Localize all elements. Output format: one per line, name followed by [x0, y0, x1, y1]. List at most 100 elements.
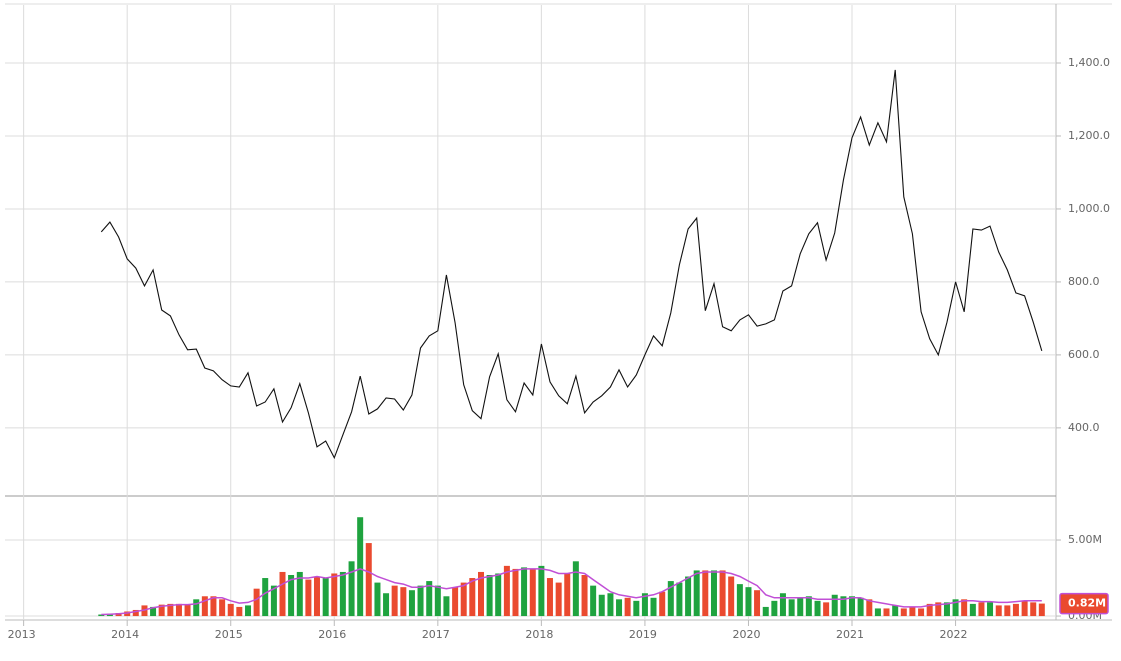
volume-bar	[426, 581, 433, 617]
volume-bar	[918, 608, 925, 617]
volume-bar	[874, 608, 881, 617]
volume-bar	[788, 599, 795, 617]
x-tick-label: 2018	[525, 628, 553, 641]
volume-bar	[978, 602, 985, 617]
volume-bar	[219, 599, 226, 617]
volume-bar	[529, 568, 536, 617]
volume-bar	[521, 567, 528, 617]
volume-bar	[676, 582, 683, 617]
volume-bar	[210, 596, 217, 617]
volume-bar	[538, 565, 545, 617]
volume-bar	[926, 603, 933, 617]
volume-bar	[805, 596, 812, 617]
y-tick-label: 1,400.0	[1068, 56, 1110, 69]
volume-bar	[365, 543, 372, 617]
y-tick-label: 800.0	[1068, 275, 1100, 288]
volume-bar	[849, 596, 856, 617]
volume-bar	[641, 593, 648, 617]
volume-bar	[685, 576, 692, 617]
x-tick-label: 2021	[836, 628, 864, 641]
volume-bar	[900, 608, 907, 617]
volume-bar	[245, 605, 252, 617]
volume-bar	[1021, 600, 1028, 617]
volume-bar	[546, 578, 553, 617]
volume-bar	[227, 603, 234, 617]
volume-bar	[659, 591, 666, 617]
volume-bar	[305, 579, 312, 617]
volume-bar	[495, 573, 502, 617]
volume-bar	[909, 606, 916, 617]
volume-bar	[193, 599, 200, 617]
volume-bar	[710, 570, 717, 617]
volume-bar	[175, 603, 182, 617]
x-tick-label: 2020	[732, 628, 760, 641]
volume-bar	[736, 584, 743, 617]
volume-bar	[719, 570, 726, 617]
volume-bar	[892, 605, 899, 617]
volume-bar	[270, 585, 277, 617]
volume-bar	[840, 596, 847, 617]
volume-bar	[857, 597, 864, 617]
volume-bar	[478, 571, 485, 617]
volume-bar	[460, 582, 467, 617]
volume-bar	[434, 585, 441, 617]
volume-bar	[952, 599, 959, 617]
volume-bar	[1030, 602, 1037, 617]
volume-bar	[313, 576, 320, 617]
volume-bar	[995, 605, 1002, 617]
volume-bar	[814, 600, 821, 617]
volume-bar	[650, 597, 657, 617]
volume-bar	[132, 609, 139, 617]
last-value-badge	[1059, 592, 1109, 615]
x-tick-label: 2022	[940, 628, 968, 641]
volume-bar	[883, 608, 890, 617]
volume-bar	[288, 574, 295, 617]
volume-bar	[572, 561, 579, 617]
x-tick-label: 2019	[629, 628, 657, 641]
volume-bar	[969, 603, 976, 617]
volume-bar	[779, 593, 786, 617]
volume-bar	[296, 571, 303, 617]
volume-bar	[391, 585, 398, 617]
volume-bar	[357, 517, 364, 617]
x-tick-label: 2016	[318, 628, 346, 641]
volume-bar	[771, 600, 778, 617]
x-tick-label: 2013	[8, 628, 36, 641]
volume-bar	[624, 597, 631, 617]
volume-bar	[943, 602, 950, 617]
volume-bar	[935, 602, 942, 617]
volume-bar	[486, 574, 493, 617]
volume-bar	[443, 596, 450, 617]
x-tick-label: 2015	[215, 628, 243, 641]
volume-bar	[1004, 605, 1011, 617]
volume-bar	[693, 570, 700, 617]
y-tick-label: 1,200.0	[1068, 129, 1110, 142]
volume-bar	[633, 600, 640, 617]
y-tick-label: 1,000.0	[1068, 202, 1110, 215]
volume-bar	[408, 590, 415, 617]
volume-bar	[581, 574, 588, 617]
volume-bar	[167, 603, 174, 617]
volume-bar	[823, 602, 830, 617]
volume-bar	[201, 596, 208, 617]
last-value-label: 0.82M	[1068, 597, 1106, 610]
volume-bar	[253, 588, 260, 617]
volume-bar	[961, 599, 968, 617]
volume-bar	[1012, 603, 1019, 617]
volume-bar	[987, 602, 994, 617]
volume-bar	[322, 578, 329, 617]
y-tick-label: 400.0	[1068, 421, 1100, 434]
y-tick-label: 600.0	[1068, 348, 1100, 361]
volume-bar	[598, 594, 605, 617]
volume-bar	[590, 585, 597, 617]
volume-bar	[383, 593, 390, 617]
x-tick-label: 2017	[422, 628, 450, 641]
volume-ma-line	[101, 568, 1042, 616]
volume-bar	[279, 571, 286, 617]
volume-bar	[400, 587, 407, 617]
volume-bar	[866, 599, 873, 617]
volume-bar	[374, 582, 381, 617]
volume-bar	[745, 587, 752, 617]
